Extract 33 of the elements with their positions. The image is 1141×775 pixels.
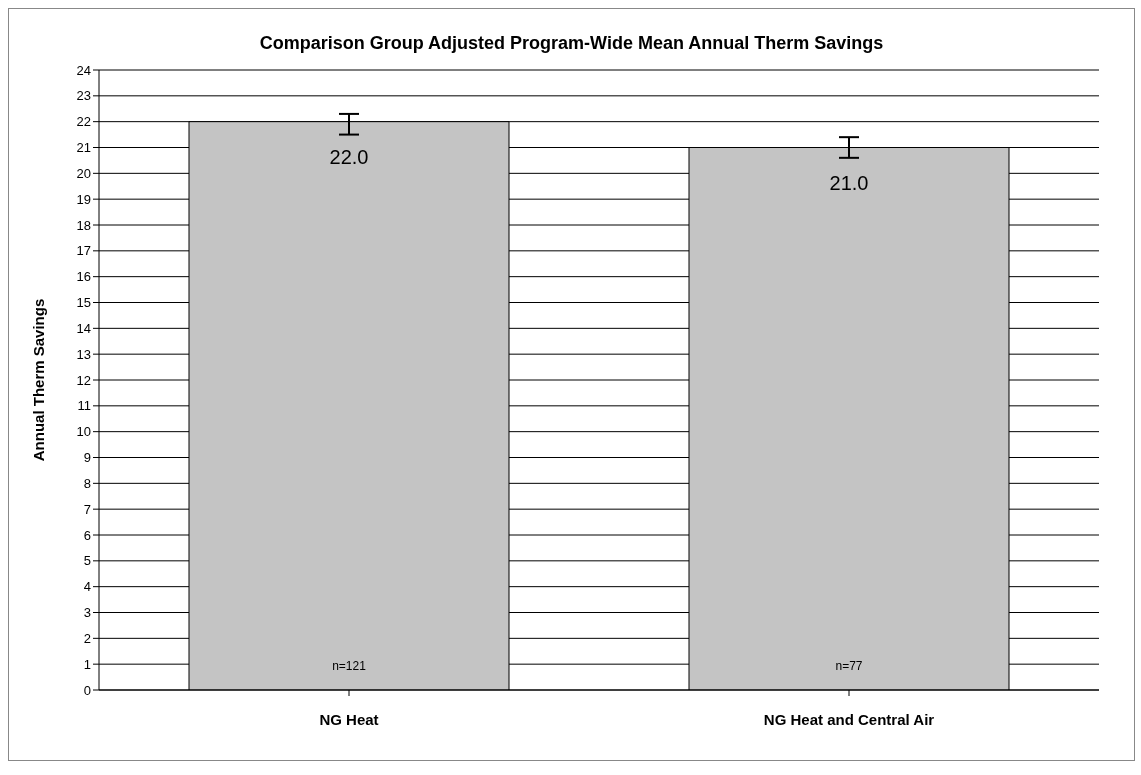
y-tick-label: 15 [76,295,91,311]
y-tick-label: 12 [76,372,91,388]
x-tick-label: NG Heat [319,710,379,728]
x-tick-label: NG Heat and Central Air [763,710,935,728]
y-tick-label: 22 [76,114,91,130]
y-tick-label: 13 [76,346,91,362]
y-tick-label: 20 [76,165,91,181]
y-tick-label: 1 [83,656,91,672]
y-tick-label: 18 [76,217,91,233]
y-tick-label: 5 [83,553,91,569]
y-tick-label: 2 [83,630,91,646]
y-tick-label: 0 [83,682,91,698]
y-tick-label: 19 [76,191,91,207]
y-axis-title: Annual Therm Savings [30,298,48,462]
y-tick-label: 14 [76,320,91,336]
y-tick-label: 4 [83,579,91,595]
chart-title: Comparison Group Adjusted Program-Wide Mean Annual Therm Savings [258,32,885,55]
y-tick-label: 10 [76,424,91,440]
y-tick-label: 24 [76,62,91,78]
annotation: n=121 [332,659,367,673]
y-tick-label: 11 [77,398,91,414]
y-tick-label: 7 [83,501,91,517]
y-tick-label: 8 [83,475,91,491]
y-tick-label: 16 [76,269,91,285]
y-tick-label: 9 [83,450,91,466]
data-label: 21.0 [829,171,869,194]
y-tick-label: 21 [76,140,91,156]
data-label: 22.0 [329,145,369,168]
y-tick-label: 17 [76,243,91,259]
y-tick-label: 23 [76,88,91,104]
annotation: n=77 [835,659,863,673]
y-tick-label: 3 [83,605,91,621]
y-tick-label: 6 [83,527,91,543]
